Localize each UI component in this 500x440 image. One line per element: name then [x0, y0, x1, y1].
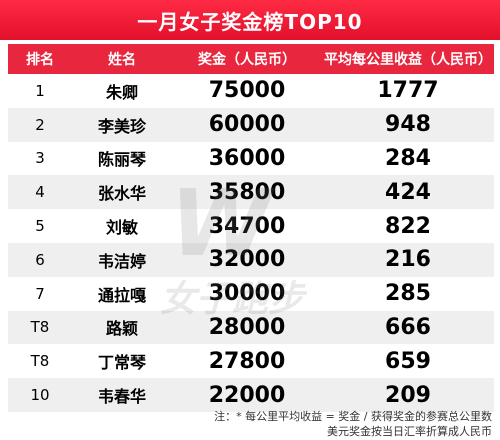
avg-cell: 285 [385, 281, 431, 307]
prize-cell: 27800 [208, 348, 286, 374]
name-cell: 陈丽琴 [97, 150, 146, 170]
table-row: 2 李美珍 60000 948 [8, 107, 494, 142]
header-avg: 平均每公里收益（人民币） [324, 52, 492, 68]
rank-cell: 7 [35, 284, 45, 303]
footnote-exchange: 美元奖金按当日汇率折算成人民币 [327, 425, 492, 438]
prize-cell: 36000 [208, 145, 286, 171]
rank-cell: 3 [35, 149, 45, 168]
avg-cell: 666 [385, 314, 431, 340]
table-row: 5 刘敏 34700 822 [8, 209, 494, 243]
header-name: 姓名 [108, 52, 136, 68]
rank-cell: 2 [35, 115, 45, 134]
table-row: 6 韦洁婷 32000 216 [8, 242, 494, 277]
prize-cell: 75000 [208, 78, 286, 104]
name-cell: 刘敏 [105, 218, 138, 238]
footnote-formula: 注：* 每公里平均收益 = 奖金 / 获得奖金的参赛总公里数 [214, 410, 492, 423]
avg-cell: 284 [385, 145, 431, 171]
name-cell: 韦春华 [97, 387, 146, 407]
prize-cell: 34700 [208, 213, 286, 239]
table-row: T8 丁常琴 27800 659 [8, 344, 494, 379]
avg-cell: 822 [385, 213, 431, 239]
header-rank: 排名 [26, 52, 54, 68]
avg-cell: 209 [385, 382, 431, 408]
table-header: 排名 姓名 奖金（人民币） 平均每公里收益（人民币） [8, 44, 494, 74]
avg-cell: 1777 [377, 78, 439, 104]
name-cell: 张水华 [97, 184, 146, 204]
title-bar: 一月女子奖金榜TOP10 [0, 0, 500, 40]
rank-cell: 1 [35, 81, 45, 100]
table-row: 3 陈丽琴 36000 284 [8, 141, 494, 176]
name-cell: 朱卿 [105, 82, 138, 102]
avg-cell: 216 [385, 247, 431, 273]
table-row: 10 韦春华 22000 209 [8, 378, 494, 412]
ranking-table: 排名 姓名 奖金（人民币） 平均每公里收益（人民币） 1 朱卿 75000 17… [8, 44, 494, 412]
prize-cell: 35800 [208, 179, 286, 205]
prize-cell: 60000 [208, 112, 286, 138]
avg-cell: 948 [385, 112, 431, 138]
prize-cell: 22000 [208, 382, 286, 408]
prize-cell: 32000 [208, 247, 286, 273]
name-cell: 通拉嘎 [97, 285, 146, 305]
rank-cell: T8 [30, 352, 50, 371]
rank-cell: 6 [35, 250, 45, 269]
table-row: 4 张水华 35800 424 [8, 175, 494, 210]
table-row: 7 通拉嘎 30000 285 [8, 276, 494, 311]
avg-cell: 659 [385, 348, 431, 374]
rank-cell: 10 [30, 386, 50, 405]
name-cell: 路颖 [105, 319, 138, 339]
rank-cell: 4 [35, 183, 45, 202]
rank-cell: T8 [30, 318, 50, 337]
page-title: 一月女子奖金榜TOP10 [137, 9, 363, 34]
table-row: T8 路颖 28000 666 [8, 310, 494, 345]
header-prize: 奖金（人民币） [198, 52, 296, 68]
rank-cell: 5 [35, 217, 45, 236]
table-row: 1 朱卿 75000 1777 [8, 74, 494, 108]
name-cell: 丁常琴 [97, 353, 146, 373]
avg-cell: 424 [385, 179, 431, 205]
prize-cell: 30000 [208, 281, 286, 307]
prize-cell: 28000 [208, 314, 286, 340]
name-cell: 李美珍 [97, 116, 146, 136]
name-cell: 韦洁婷 [97, 251, 146, 271]
